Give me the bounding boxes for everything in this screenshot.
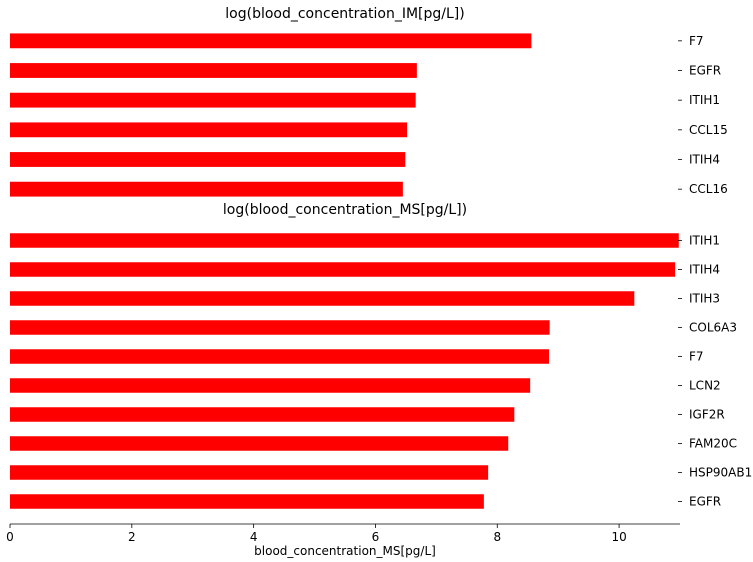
- category-label-im: ITIH4: [689, 153, 720, 167]
- bar-ms-itih4: [10, 262, 676, 277]
- bar-ms-itih3: [10, 291, 635, 306]
- category-label-ms: ITIH3: [689, 292, 720, 306]
- category-label-ms: EGFR: [689, 495, 721, 509]
- category-label-im: EGFR: [689, 64, 721, 78]
- category-label-ms: HSP90AB1: [689, 466, 752, 480]
- x-axis: 0 2 4 6 8 10 blood_concentration_MS[pg/L]: [6, 523, 680, 558]
- category-label-im: CCL16: [689, 182, 728, 196]
- panel-ms: log(blood_concentration_MS[pg/L]) ITIH1 I…: [6, 202, 752, 558]
- bar-ms-hsp90ab1: [10, 465, 489, 480]
- x-tick-label: 10: [611, 530, 626, 544]
- bar-im-egfr: [10, 63, 417, 78]
- category-label-im: CCL15: [689, 123, 728, 137]
- x-tick-label: 0: [6, 530, 14, 544]
- category-label-ms: F7: [689, 350, 704, 364]
- category-label-ms: ITIH4: [689, 263, 720, 277]
- bar-im-itih1: [10, 92, 416, 108]
- bar-im-ccl15: [10, 122, 408, 138]
- panel-title-im: log(blood_concentration_IM[pg/L]): [225, 6, 464, 22]
- bar-ms-fam20c: [10, 436, 509, 451]
- bar-im-itih4: [10, 152, 406, 167]
- bar-ms-lcn2: [10, 378, 531, 393]
- bar-im-f7: [10, 33, 532, 49]
- bar-ms-col6a3: [10, 320, 550, 335]
- x-tick-label: 8: [493, 530, 501, 544]
- category-label-ms: FAM20C: [689, 437, 737, 451]
- bar-ms-itih1: [10, 233, 679, 248]
- category-label-ms: ITIH1: [689, 234, 720, 248]
- category-label-ms: COL6A3: [689, 321, 737, 335]
- bar-ms-f7: [10, 349, 550, 364]
- x-tick-label: 2: [128, 530, 136, 544]
- category-label-ms: LCN2: [689, 379, 721, 393]
- bar-im-ccl16: [10, 181, 403, 197]
- category-label-im: F7: [689, 34, 704, 48]
- category-label-ms: IGF2R: [689, 408, 725, 422]
- x-tick-label: 4: [250, 530, 258, 544]
- category-label-im: ITIH1: [689, 93, 720, 107]
- bar-ms-igf2r: [10, 407, 515, 422]
- x-axis-label: blood_concentration_MS[pg/L]: [254, 544, 436, 558]
- panel-title-ms: log(blood_concentration_MS[pg/L]): [223, 202, 467, 218]
- bar-ms-egfr: [10, 494, 484, 509]
- x-tick-label: 6: [372, 530, 380, 544]
- panel-im: log(blood_concentration_IM[pg/L]) F7 EGFR…: [10, 6, 728, 197]
